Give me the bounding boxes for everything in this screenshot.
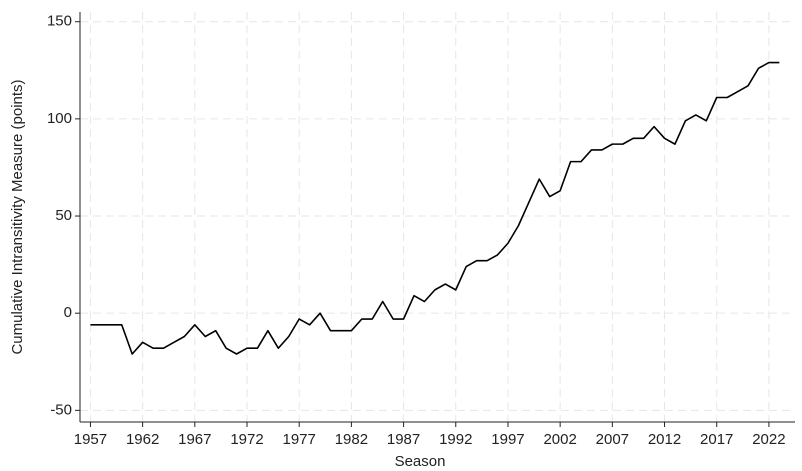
y-tick-label: 50 <box>55 207 72 224</box>
x-tick-label: 1992 <box>439 431 472 448</box>
x-axis-label: Season <box>395 453 446 470</box>
x-tick-label: 2017 <box>700 431 733 448</box>
x-tick-label: 1987 <box>387 431 420 448</box>
y-tick-label: -50 <box>50 401 72 418</box>
y-tick-label: 150 <box>47 13 72 30</box>
x-tick-label: 1997 <box>491 431 524 448</box>
x-tick-label: 2012 <box>648 431 681 448</box>
y-tick-label: 100 <box>47 110 72 127</box>
x-tick-label: 1962 <box>126 431 159 448</box>
y-tick-label: 0 <box>64 304 72 321</box>
x-tick-label: 1972 <box>230 431 263 448</box>
x-tick-label: 2022 <box>752 431 785 448</box>
x-tick-label: 1982 <box>335 431 368 448</box>
y-axis-label: Cumulative Intransitivity Measure (point… <box>9 79 26 354</box>
x-tick-label: 1957 <box>74 431 107 448</box>
x-tick-label: 1967 <box>178 431 211 448</box>
x-tick-label: 2007 <box>596 431 629 448</box>
x-tick-label: 2002 <box>543 431 576 448</box>
x-tick-label: 1977 <box>283 431 316 448</box>
data-line <box>90 61 780 355</box>
